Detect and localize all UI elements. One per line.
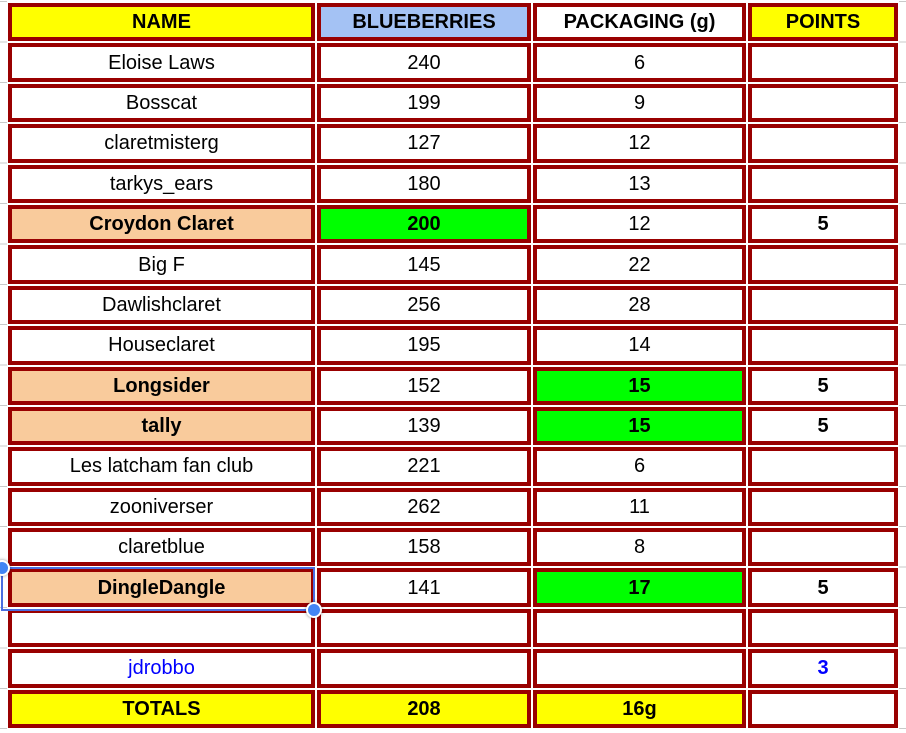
cell-blueberries[interactable]: 141 xyxy=(317,568,531,607)
cell-packaging[interactable]: 12 xyxy=(533,124,746,163)
cell-points[interactable] xyxy=(748,285,898,325)
cell-points[interactable] xyxy=(748,447,898,486)
cell-packaging[interactable]: 15 xyxy=(533,406,746,446)
cell-name[interactable]: zooniverser xyxy=(8,487,315,527)
table-row: zooniverser 262 11 xyxy=(8,487,898,527)
cell-blueberries[interactable]: 208 xyxy=(317,689,531,729)
table-row: tarkys_ears 180 13 xyxy=(8,164,898,203)
cell-packaging[interactable]: 6 xyxy=(533,447,746,486)
cell-name[interactable]: Eloise Laws xyxy=(8,43,315,82)
cell-blueberries[interactable] xyxy=(317,608,531,648)
table-row: Les latcham fan club 221 6 xyxy=(8,447,898,486)
cell-name[interactable]: Croydon Claret xyxy=(8,204,315,244)
cell-blueberries[interactable]: 139 xyxy=(317,406,531,446)
cell-packaging[interactable]: 9 xyxy=(533,83,746,123)
cell-blueberries[interactable]: 262 xyxy=(317,487,531,527)
left-gridline-gutter xyxy=(0,1,7,732)
cell-points[interactable] xyxy=(748,43,898,82)
cell-name[interactable]: Houseclaret xyxy=(8,326,315,365)
cell-packaging[interactable]: 12 xyxy=(533,204,746,244)
header-name[interactable]: NAME xyxy=(8,3,315,42)
cell-points[interactable]: 3 xyxy=(748,649,898,688)
cell-packaging[interactable]: 22 xyxy=(533,245,746,284)
table-row xyxy=(8,608,898,648)
header-packaging[interactable]: PACKAGING (g) xyxy=(533,3,746,42)
cell-name[interactable]: DingleDangle xyxy=(8,568,315,607)
table-row: Bosscat 199 9 xyxy=(8,83,898,123)
table-row: Dawlishclaret 256 28 xyxy=(8,285,898,325)
cell-packaging[interactable]: 8 xyxy=(533,528,746,567)
cell-name[interactable]: tally xyxy=(8,406,315,446)
table-row: TOTALS 208 16g xyxy=(8,689,898,729)
cell-points[interactable] xyxy=(748,326,898,365)
header-blueberries[interactable]: BLUEBERRIES xyxy=(317,3,531,42)
cell-packaging[interactable] xyxy=(533,608,746,648)
table-row: tally 139 15 5 xyxy=(8,406,898,446)
cell-name[interactable]: tarkys_ears xyxy=(8,164,315,203)
cell-points[interactable]: 5 xyxy=(748,204,898,244)
header-row: NAME BLUEBERRIES PACKAGING (g) POINTS xyxy=(8,3,898,42)
cell-blueberries[interactable]: 221 xyxy=(317,447,531,486)
cell-name[interactable]: Les latcham fan club xyxy=(8,447,315,486)
table-row: jdrobbo 3 xyxy=(8,649,898,688)
cell-points[interactable] xyxy=(748,83,898,123)
cell-blueberries[interactable]: 200 xyxy=(317,204,531,244)
cell-name[interactable]: Longsider xyxy=(8,366,315,405)
cell-blueberries[interactable]: 145 xyxy=(317,245,531,284)
table-row: DingleDangle 141 17 5 xyxy=(8,568,898,607)
cell-name[interactable] xyxy=(8,608,315,648)
scores-table: NAME BLUEBERRIES PACKAGING (g) POINTS El… xyxy=(6,1,900,730)
cell-packaging[interactable]: 14 xyxy=(533,326,746,365)
table-row: Croydon Claret 200 12 5 xyxy=(8,204,898,244)
cell-blueberries[interactable]: 240 xyxy=(317,43,531,82)
table-row: Houseclaret 195 14 xyxy=(8,326,898,365)
cell-packaging[interactable]: 16g xyxy=(533,689,746,729)
cell-packaging[interactable]: 15 xyxy=(533,366,746,405)
cell-name[interactable]: claretmisterg xyxy=(8,124,315,163)
cell-points[interactable]: 5 xyxy=(748,366,898,405)
table-body: Eloise Laws 240 6 Bosscat 199 9 claretmisterg 1… xyxy=(8,43,898,729)
cell-blueberries[interactable]: 199 xyxy=(317,83,531,123)
cell-points[interactable] xyxy=(748,245,898,284)
cell-packaging[interactable]: 13 xyxy=(533,164,746,203)
cell-blueberries[interactable]: 195 xyxy=(317,326,531,365)
table-row: claretmisterg 127 12 xyxy=(8,124,898,163)
cell-points[interactable]: 5 xyxy=(748,568,898,607)
cell-name[interactable]: Bosscat xyxy=(8,83,315,123)
cell-packaging[interactable] xyxy=(533,649,746,688)
cell-points[interactable] xyxy=(748,528,898,567)
cell-blueberries[interactable]: 127 xyxy=(317,124,531,163)
cell-name[interactable]: claretblue xyxy=(8,528,315,567)
cell-points[interactable] xyxy=(748,608,898,648)
cell-name[interactable]: TOTALS xyxy=(8,689,315,729)
cell-blueberries[interactable]: 180 xyxy=(317,164,531,203)
cell-blueberries[interactable]: 256 xyxy=(317,285,531,325)
header-points[interactable]: POINTS xyxy=(748,3,898,42)
cell-points[interactable] xyxy=(748,689,898,729)
cell-blueberries[interactable]: 158 xyxy=(317,528,531,567)
cell-points[interactable] xyxy=(748,487,898,527)
table-row: Longsider 152 15 5 xyxy=(8,366,898,405)
cell-packaging[interactable]: 6 xyxy=(533,43,746,82)
cell-points[interactable] xyxy=(748,124,898,163)
cell-packaging[interactable]: 28 xyxy=(533,285,746,325)
table-row: Eloise Laws 240 6 xyxy=(8,43,898,82)
cell-name[interactable]: Big F xyxy=(8,245,315,284)
right-gridline-gutter xyxy=(899,1,906,732)
table-row: claretblue 158 8 xyxy=(8,528,898,567)
cell-name[interactable]: jdrobbo xyxy=(8,649,315,688)
cell-points[interactable] xyxy=(748,164,898,203)
table-row: Big F 145 22 xyxy=(8,245,898,284)
cell-packaging[interactable]: 11 xyxy=(533,487,746,527)
cell-blueberries[interactable]: 152 xyxy=(317,366,531,405)
cell-points[interactable]: 5 xyxy=(748,406,898,446)
cell-packaging[interactable]: 17 xyxy=(533,568,746,607)
cell-blueberries[interactable] xyxy=(317,649,531,688)
cell-name[interactable]: Dawlishclaret xyxy=(8,285,315,325)
